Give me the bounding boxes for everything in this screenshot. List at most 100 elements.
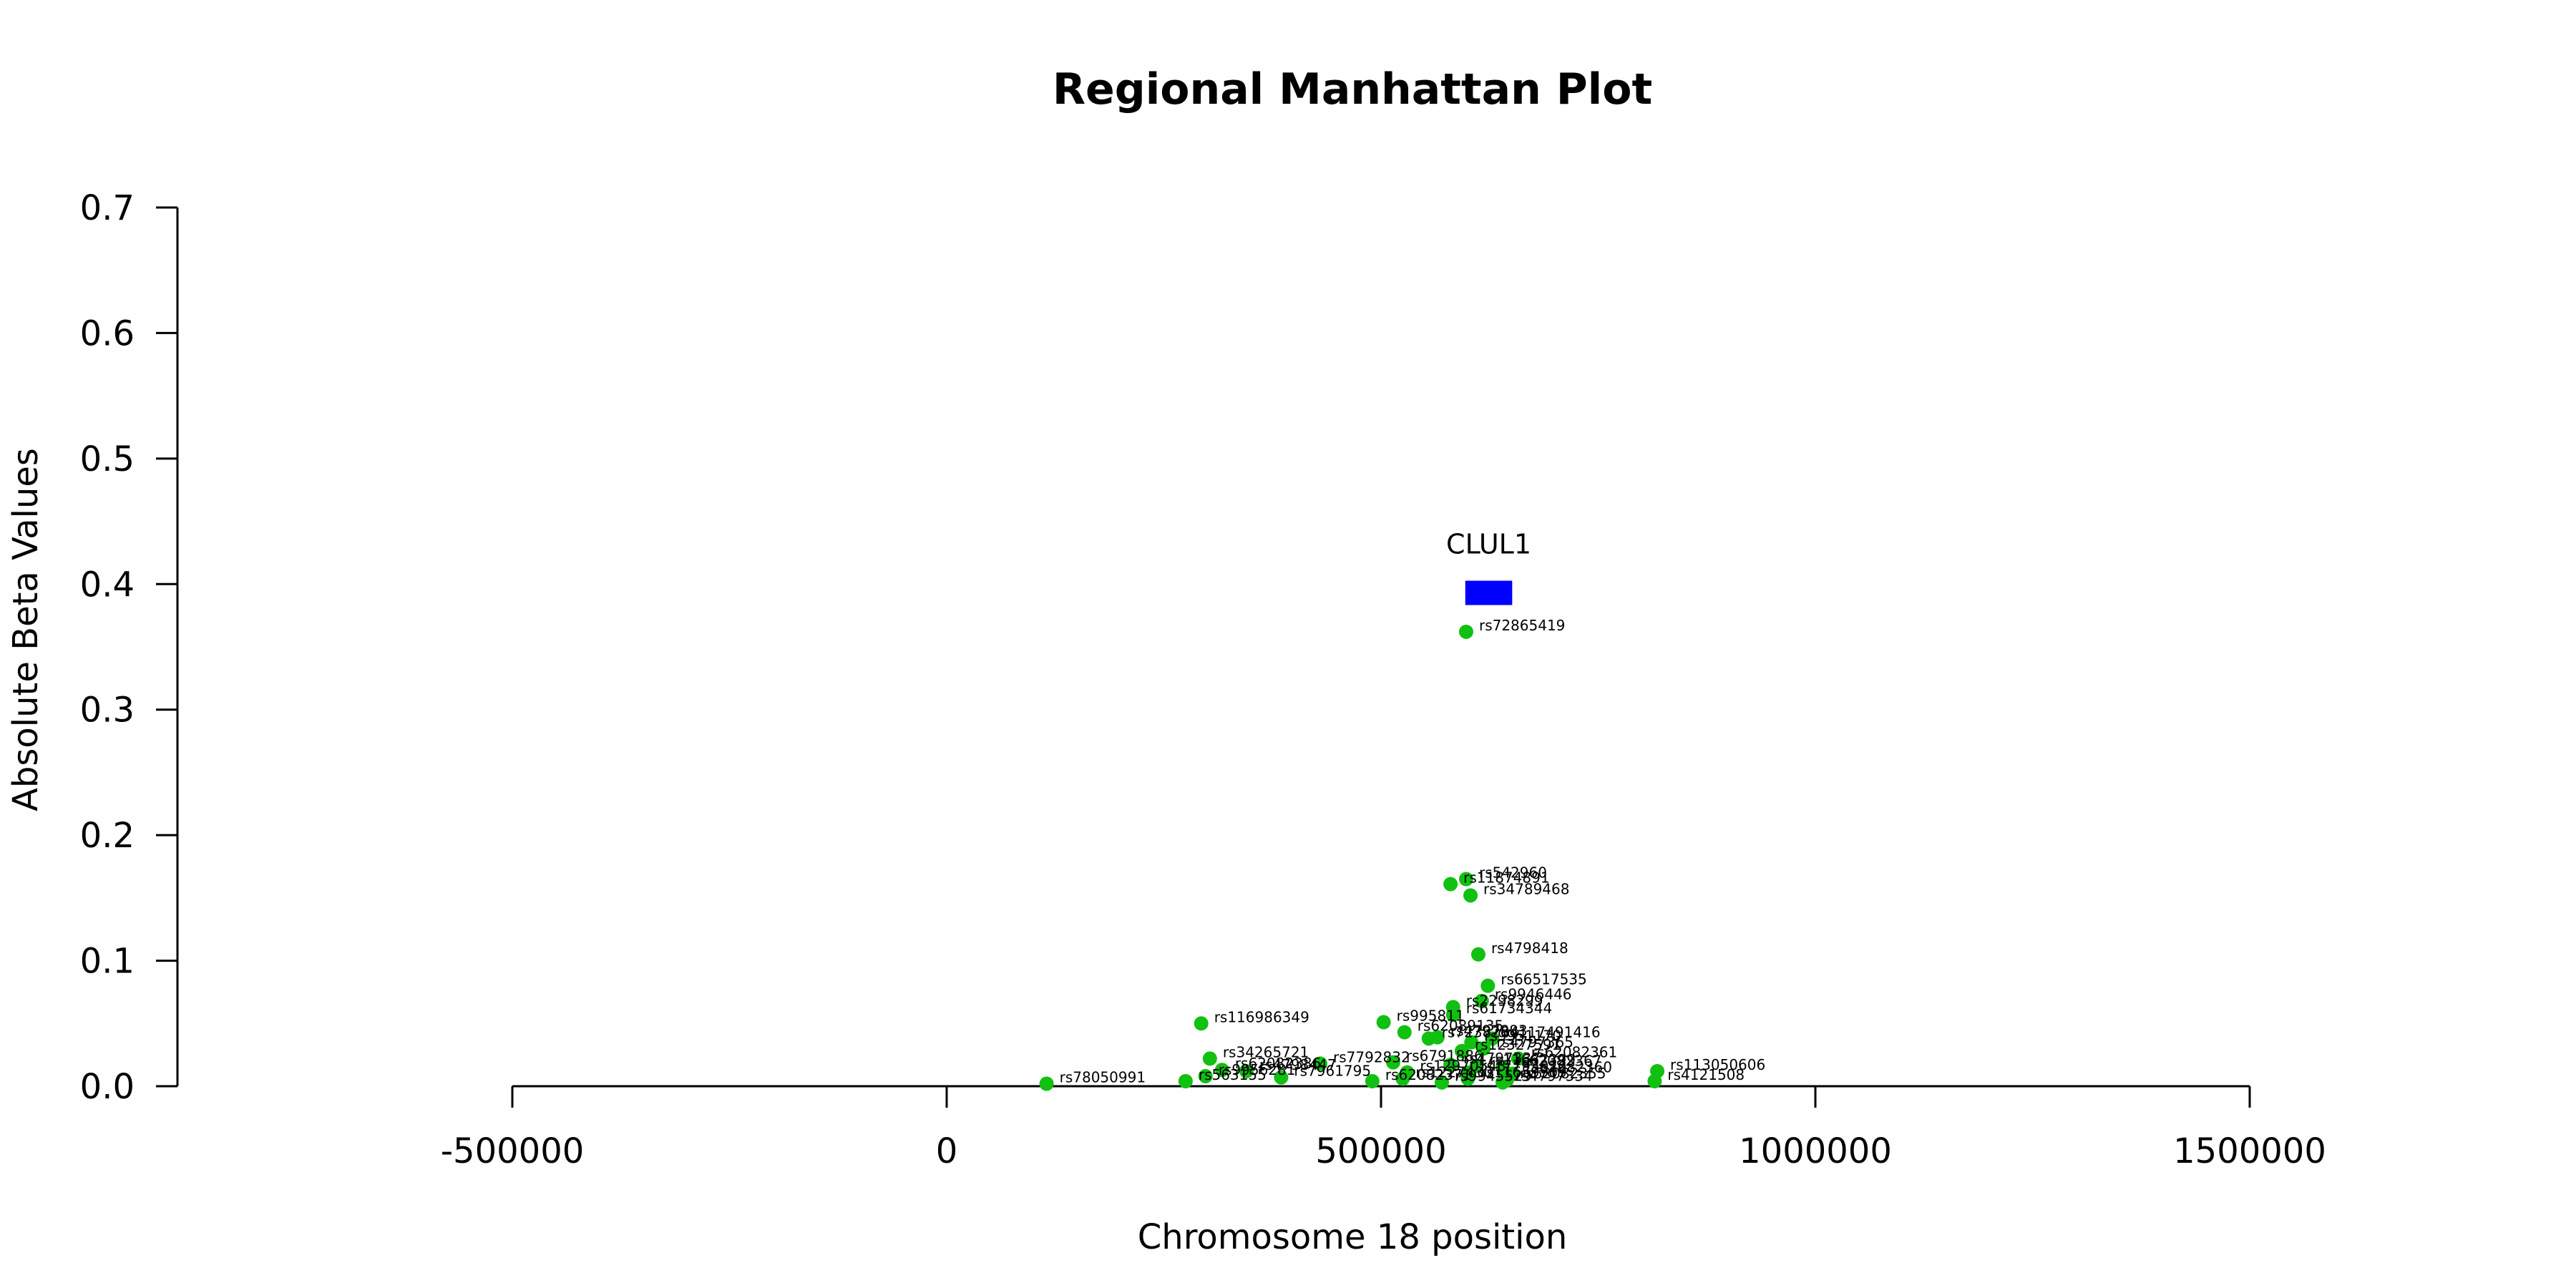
snp-point xyxy=(1274,1070,1289,1085)
snp-label: rs11659909 xyxy=(1480,1063,1566,1080)
snp-point xyxy=(1470,947,1485,962)
snp-point xyxy=(1463,888,1478,903)
snp-label: rs62082361 xyxy=(1531,1043,1617,1060)
snp-label: rs7238284 xyxy=(1442,1023,1519,1040)
snp-label: rs12970543 xyxy=(1420,1058,1506,1075)
snp-point xyxy=(1454,1043,1469,1058)
snp-label: rs4798418 xyxy=(1491,940,1568,957)
snp-point xyxy=(1480,978,1496,993)
snp-point xyxy=(1476,1041,1491,1056)
snp-point xyxy=(1214,1063,1229,1078)
y-tick-label: 0.7 xyxy=(80,188,135,228)
chart-title: Regional Manhattan Plot xyxy=(1053,64,1652,114)
snp-label: rs4797334 xyxy=(1516,1068,1593,1085)
snp-point xyxy=(1443,1058,1458,1073)
y-axis-label: Absolute Beta Values xyxy=(6,448,46,811)
gene-label: CLUL1 xyxy=(1446,529,1531,560)
snp-label: rs62082355 xyxy=(1520,1065,1606,1082)
gene-track: CLUL1 xyxy=(1446,529,1531,605)
gene-bar xyxy=(1465,580,1513,605)
snp-point xyxy=(1511,1051,1526,1066)
snp-point xyxy=(1397,1025,1412,1040)
x-tick-label: 1500000 xyxy=(2173,1131,2326,1171)
snp-label: rs7792832 xyxy=(1333,1048,1410,1065)
snp-label: rs4797337 xyxy=(1463,1050,1541,1067)
snp-label: rs4121508 xyxy=(1667,1066,1745,1083)
snp-label: rs995811 xyxy=(1397,1008,1465,1025)
snp-label: rs12327591 xyxy=(1475,1036,1561,1053)
y-tick-label: 0.4 xyxy=(80,565,135,605)
snp-label: rs1227430 xyxy=(1415,1063,1493,1080)
snp-point xyxy=(1445,1008,1460,1023)
snp-label: rs62089135 xyxy=(1418,1018,1503,1035)
snp-label: rs34789468 xyxy=(1483,880,1569,897)
snp-label: rs4797365 xyxy=(1496,1033,1574,1050)
snp-point xyxy=(1198,1068,1213,1083)
x-axis: -500000 0 500000 1000000 1500000 xyxy=(441,1085,2326,1171)
snp-label: rs17793012 xyxy=(1480,1058,1566,1075)
snp-label: rs9946446 xyxy=(1495,986,1572,1003)
snp-label: rs4797883 xyxy=(1450,1023,1528,1040)
snp-label: rs11874891 xyxy=(1463,869,1549,887)
snp-point xyxy=(1495,1075,1510,1090)
snp-point xyxy=(1474,993,1489,1008)
y-axis: 0.0 0.1 0.2 0.3 0.4 0.5 0.6 0.7 xyxy=(80,188,179,1107)
x-tick-label: 1000000 xyxy=(1739,1131,1892,1171)
snp-point xyxy=(1313,1056,1328,1071)
snp-point xyxy=(1385,1055,1400,1070)
y-tick-label: 0.5 xyxy=(80,439,135,479)
snp-point xyxy=(1647,1073,1662,1088)
x-tick-label: 0 xyxy=(936,1131,958,1171)
snp-label: rs78050991 xyxy=(1060,1068,1146,1085)
snp-label: rs6791886 xyxy=(1406,1048,1483,1065)
snp-point xyxy=(1178,1073,1193,1088)
x-tick-label: -500000 xyxy=(441,1131,585,1171)
snp-label: rs9945529 xyxy=(1455,1068,1532,1085)
snp-point xyxy=(1202,1051,1217,1066)
snp-point xyxy=(1458,872,1473,887)
snp-point xyxy=(1376,1015,1391,1030)
snp-label: rs9951170 xyxy=(1484,1028,1561,1045)
snp-point xyxy=(1395,1071,1410,1086)
x-tick-label: 500000 xyxy=(1315,1131,1446,1171)
snp-label: rs113050606 xyxy=(1670,1056,1765,1073)
snp-label: rs62082386 xyxy=(1235,1055,1321,1072)
y-tick-label: 0.2 xyxy=(80,816,135,856)
snp-label: rs61734344 xyxy=(1466,1000,1552,1017)
snp-point xyxy=(1430,1030,1445,1045)
y-tick-label: 0.0 xyxy=(80,1067,135,1107)
snp-label: rs117491416 xyxy=(1505,1023,1600,1040)
y-tick-label: 0.1 xyxy=(80,942,135,982)
snp-point xyxy=(1460,1071,1475,1086)
snp-label: rs62082367 xyxy=(1516,1053,1601,1070)
y-tick-label: 0.6 xyxy=(80,313,135,353)
snp-label: rs11662399 xyxy=(1490,1051,1576,1068)
snp-label: rs116986349 xyxy=(1214,1008,1309,1025)
snp-point xyxy=(1485,1031,1500,1046)
y-tick-label: 0.3 xyxy=(80,691,135,731)
snp-points xyxy=(1039,624,1665,1091)
snp-label: rs542960 xyxy=(1479,864,1547,882)
snp-label: rs66517535 xyxy=(1501,971,1586,988)
snp-point xyxy=(1194,1016,1209,1031)
snp-point xyxy=(1239,1063,1254,1078)
snp-point xyxy=(1458,624,1473,639)
x-axis-label: Chromosome 18 position xyxy=(1138,1217,1568,1257)
snp-label: rs62082360 xyxy=(1526,1058,1612,1075)
snp-label: rs4798447 xyxy=(1259,1056,1337,1073)
snp-label: rs34265721 xyxy=(1223,1043,1309,1060)
snp-point xyxy=(1443,877,1458,892)
snp-point xyxy=(1464,1035,1479,1050)
snp-label: rs9956281 xyxy=(1219,1061,1296,1078)
snp-label: rs72865419 xyxy=(1479,617,1565,634)
snp-point xyxy=(1039,1076,1054,1091)
snp-label: rs2298299 xyxy=(1466,992,1543,1009)
snp-label: rs7961795 xyxy=(1294,1063,1371,1080)
snp-point xyxy=(1495,1060,1510,1075)
snp-label: rs563155 xyxy=(1199,1066,1267,1083)
snp-point xyxy=(1365,1073,1380,1088)
snp-label: rs62082371 xyxy=(1385,1066,1471,1083)
snp-point xyxy=(1434,1075,1449,1090)
